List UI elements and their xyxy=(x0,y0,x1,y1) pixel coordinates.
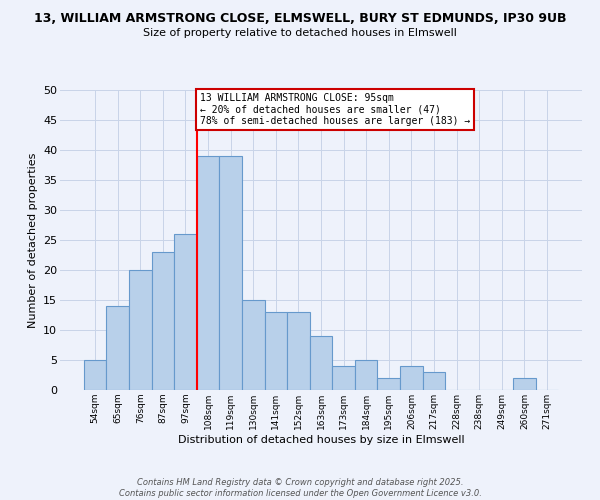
Text: 13, WILLIAM ARMSTRONG CLOSE, ELMSWELL, BURY ST EDMUNDS, IP30 9UB: 13, WILLIAM ARMSTRONG CLOSE, ELMSWELL, B… xyxy=(34,12,566,26)
Bar xyxy=(84,360,106,390)
Bar xyxy=(287,312,310,390)
Bar xyxy=(265,312,287,390)
Bar xyxy=(220,156,242,390)
Bar xyxy=(129,270,152,390)
Y-axis label: Number of detached properties: Number of detached properties xyxy=(28,152,38,328)
Bar xyxy=(242,300,265,390)
Bar xyxy=(310,336,332,390)
Bar xyxy=(400,366,422,390)
Bar xyxy=(377,378,400,390)
Bar xyxy=(332,366,355,390)
Bar xyxy=(152,252,174,390)
Bar xyxy=(197,156,220,390)
Text: Contains HM Land Registry data © Crown copyright and database right 2025.
Contai: Contains HM Land Registry data © Crown c… xyxy=(119,478,481,498)
Bar xyxy=(422,372,445,390)
X-axis label: Distribution of detached houses by size in Elmswell: Distribution of detached houses by size … xyxy=(178,434,464,444)
Bar xyxy=(174,234,197,390)
Bar xyxy=(513,378,536,390)
Text: 13 WILLIAM ARMSTRONG CLOSE: 95sqm
← 20% of detached houses are smaller (47)
78% : 13 WILLIAM ARMSTRONG CLOSE: 95sqm ← 20% … xyxy=(200,93,470,126)
Text: Size of property relative to detached houses in Elmswell: Size of property relative to detached ho… xyxy=(143,28,457,38)
Bar xyxy=(106,306,129,390)
Bar xyxy=(355,360,377,390)
